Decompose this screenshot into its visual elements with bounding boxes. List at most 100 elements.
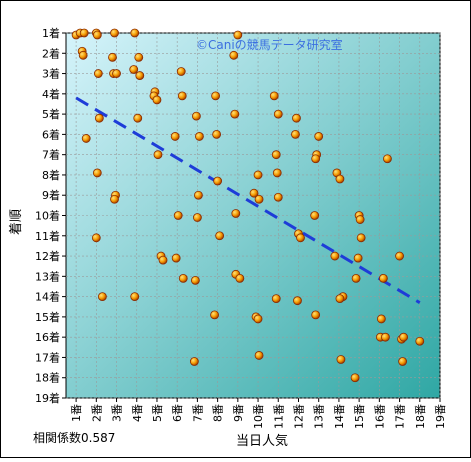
- data-point: [335, 174, 345, 184]
- data-point: [171, 253, 181, 263]
- data-point: [310, 211, 320, 220]
- data-point: [130, 28, 140, 38]
- y-tick-label: 6着: [42, 127, 60, 141]
- y-tick-label: 13着: [35, 269, 60, 283]
- data-point: [314, 132, 324, 141]
- y-tick-label: 15着: [35, 310, 60, 324]
- data-point: [350, 373, 360, 383]
- y-tick-label: 3着: [42, 67, 60, 81]
- x-tick-label: 3番: [111, 404, 124, 422]
- y-tick-label: 4着: [42, 87, 60, 101]
- data-point: [273, 109, 283, 119]
- data-point: [129, 65, 139, 74]
- data-point: [93, 69, 103, 78]
- data-point: [235, 273, 245, 283]
- data-point: [273, 192, 283, 202]
- x-tick-label: 1番: [70, 404, 83, 422]
- data-point: [376, 314, 386, 324]
- data-point: [153, 150, 163, 160]
- data-point: [135, 71, 145, 80]
- data-point: [253, 170, 263, 180]
- data-point: [253, 314, 263, 324]
- data-points: [71, 28, 425, 383]
- data-point: [353, 253, 363, 263]
- y-tick-label: 19着: [35, 391, 60, 405]
- grid-lines: [62, 32, 441, 402]
- data-point: [81, 134, 91, 143]
- trend-layer: [75, 96, 421, 304]
- x-axis-label: 当日人気: [236, 433, 288, 449]
- y-tick-label: 16着: [35, 330, 60, 344]
- data-point: [399, 332, 409, 342]
- x-tick-label: 13番: [313, 404, 326, 429]
- data-point: [193, 213, 202, 222]
- data-point: [91, 233, 101, 243]
- data-point: [170, 132, 180, 141]
- data-point: [152, 95, 162, 105]
- data-point: [92, 168, 102, 178]
- x-tick-label: 10番: [252, 404, 265, 429]
- data-point: [133, 113, 143, 123]
- data-point: [311, 310, 321, 320]
- data-point: [381, 332, 390, 342]
- x-tick-label: 18番: [414, 404, 427, 429]
- data-point: [398, 357, 408, 366]
- data-point: [134, 52, 144, 62]
- y-tick-label: 8着: [42, 168, 60, 182]
- data-point: [330, 251, 340, 261]
- data-point: [231, 209, 241, 218]
- correlation-annotation: 相関係数0.587: [33, 430, 115, 445]
- data-point: [292, 113, 301, 123]
- x-tick-label: 8番: [212, 404, 225, 422]
- data-point: [212, 129, 222, 139]
- data-point: [130, 292, 140, 302]
- y-tick-label: 17着: [35, 350, 60, 364]
- data-point: [195, 132, 204, 141]
- x-tick-label: 17番: [394, 404, 407, 429]
- data-point: [110, 194, 119, 204]
- data-point: [249, 188, 259, 198]
- x-tick-labels: 1番 2番 3番 4番 5番 6番 7番 8番 9番 10番 11番 12番 13番 14番 15番 16番 1…: [70, 404, 447, 429]
- data-point: [110, 28, 119, 38]
- data-point: [383, 154, 392, 164]
- data-point: [215, 231, 225, 241]
- x-tick-label: 9番: [232, 404, 245, 422]
- trend-line: [75, 96, 421, 304]
- data-point: [173, 211, 183, 220]
- x-tick-label: 19番: [434, 404, 447, 429]
- data-point: [296, 233, 305, 243]
- data-point: [378, 273, 388, 283]
- data-point: [311, 154, 321, 164]
- y-tick-label: 10着: [35, 209, 60, 223]
- data-point: [191, 111, 201, 121]
- data-point: [254, 351, 264, 360]
- data-point: [271, 294, 281, 304]
- data-point: [272, 168, 282, 178]
- y-tick-label: 5着: [42, 107, 60, 121]
- data-point: [213, 176, 223, 186]
- data-point: [271, 150, 281, 160]
- data-point: [210, 310, 219, 320]
- y-tick-label: 12着: [35, 249, 60, 263]
- data-point: [158, 255, 168, 265]
- data-point: [94, 113, 104, 123]
- data-point: [233, 30, 243, 40]
- y-tick-label: 9着: [42, 188, 60, 202]
- y-tick-label: 2着: [42, 46, 60, 60]
- data-point: [291, 129, 300, 139]
- watermark: ©Caniの競馬データ研究室: [196, 37, 343, 52]
- data-point: [190, 275, 200, 285]
- x-tick-label: 15番: [353, 404, 366, 429]
- data-point: [211, 91, 221, 101]
- data-point: [112, 69, 121, 78]
- y-tick-label: 1着: [42, 26, 60, 40]
- data-point: [92, 30, 102, 40]
- data-point: [79, 28, 89, 38]
- data-point: [355, 215, 365, 224]
- data-point: [293, 296, 302, 306]
- y-axis-label: 着順: [8, 209, 24, 235]
- y-tick-label: 7着: [42, 148, 60, 162]
- data-point: [178, 273, 188, 283]
- data-point: [254, 194, 264, 204]
- y-tick-labels: 1着 2着 3着 4着 5着 6着 7着 8着 9着 10着 11着 12着 13着 14着 15着 16着 1…: [35, 26, 60, 405]
